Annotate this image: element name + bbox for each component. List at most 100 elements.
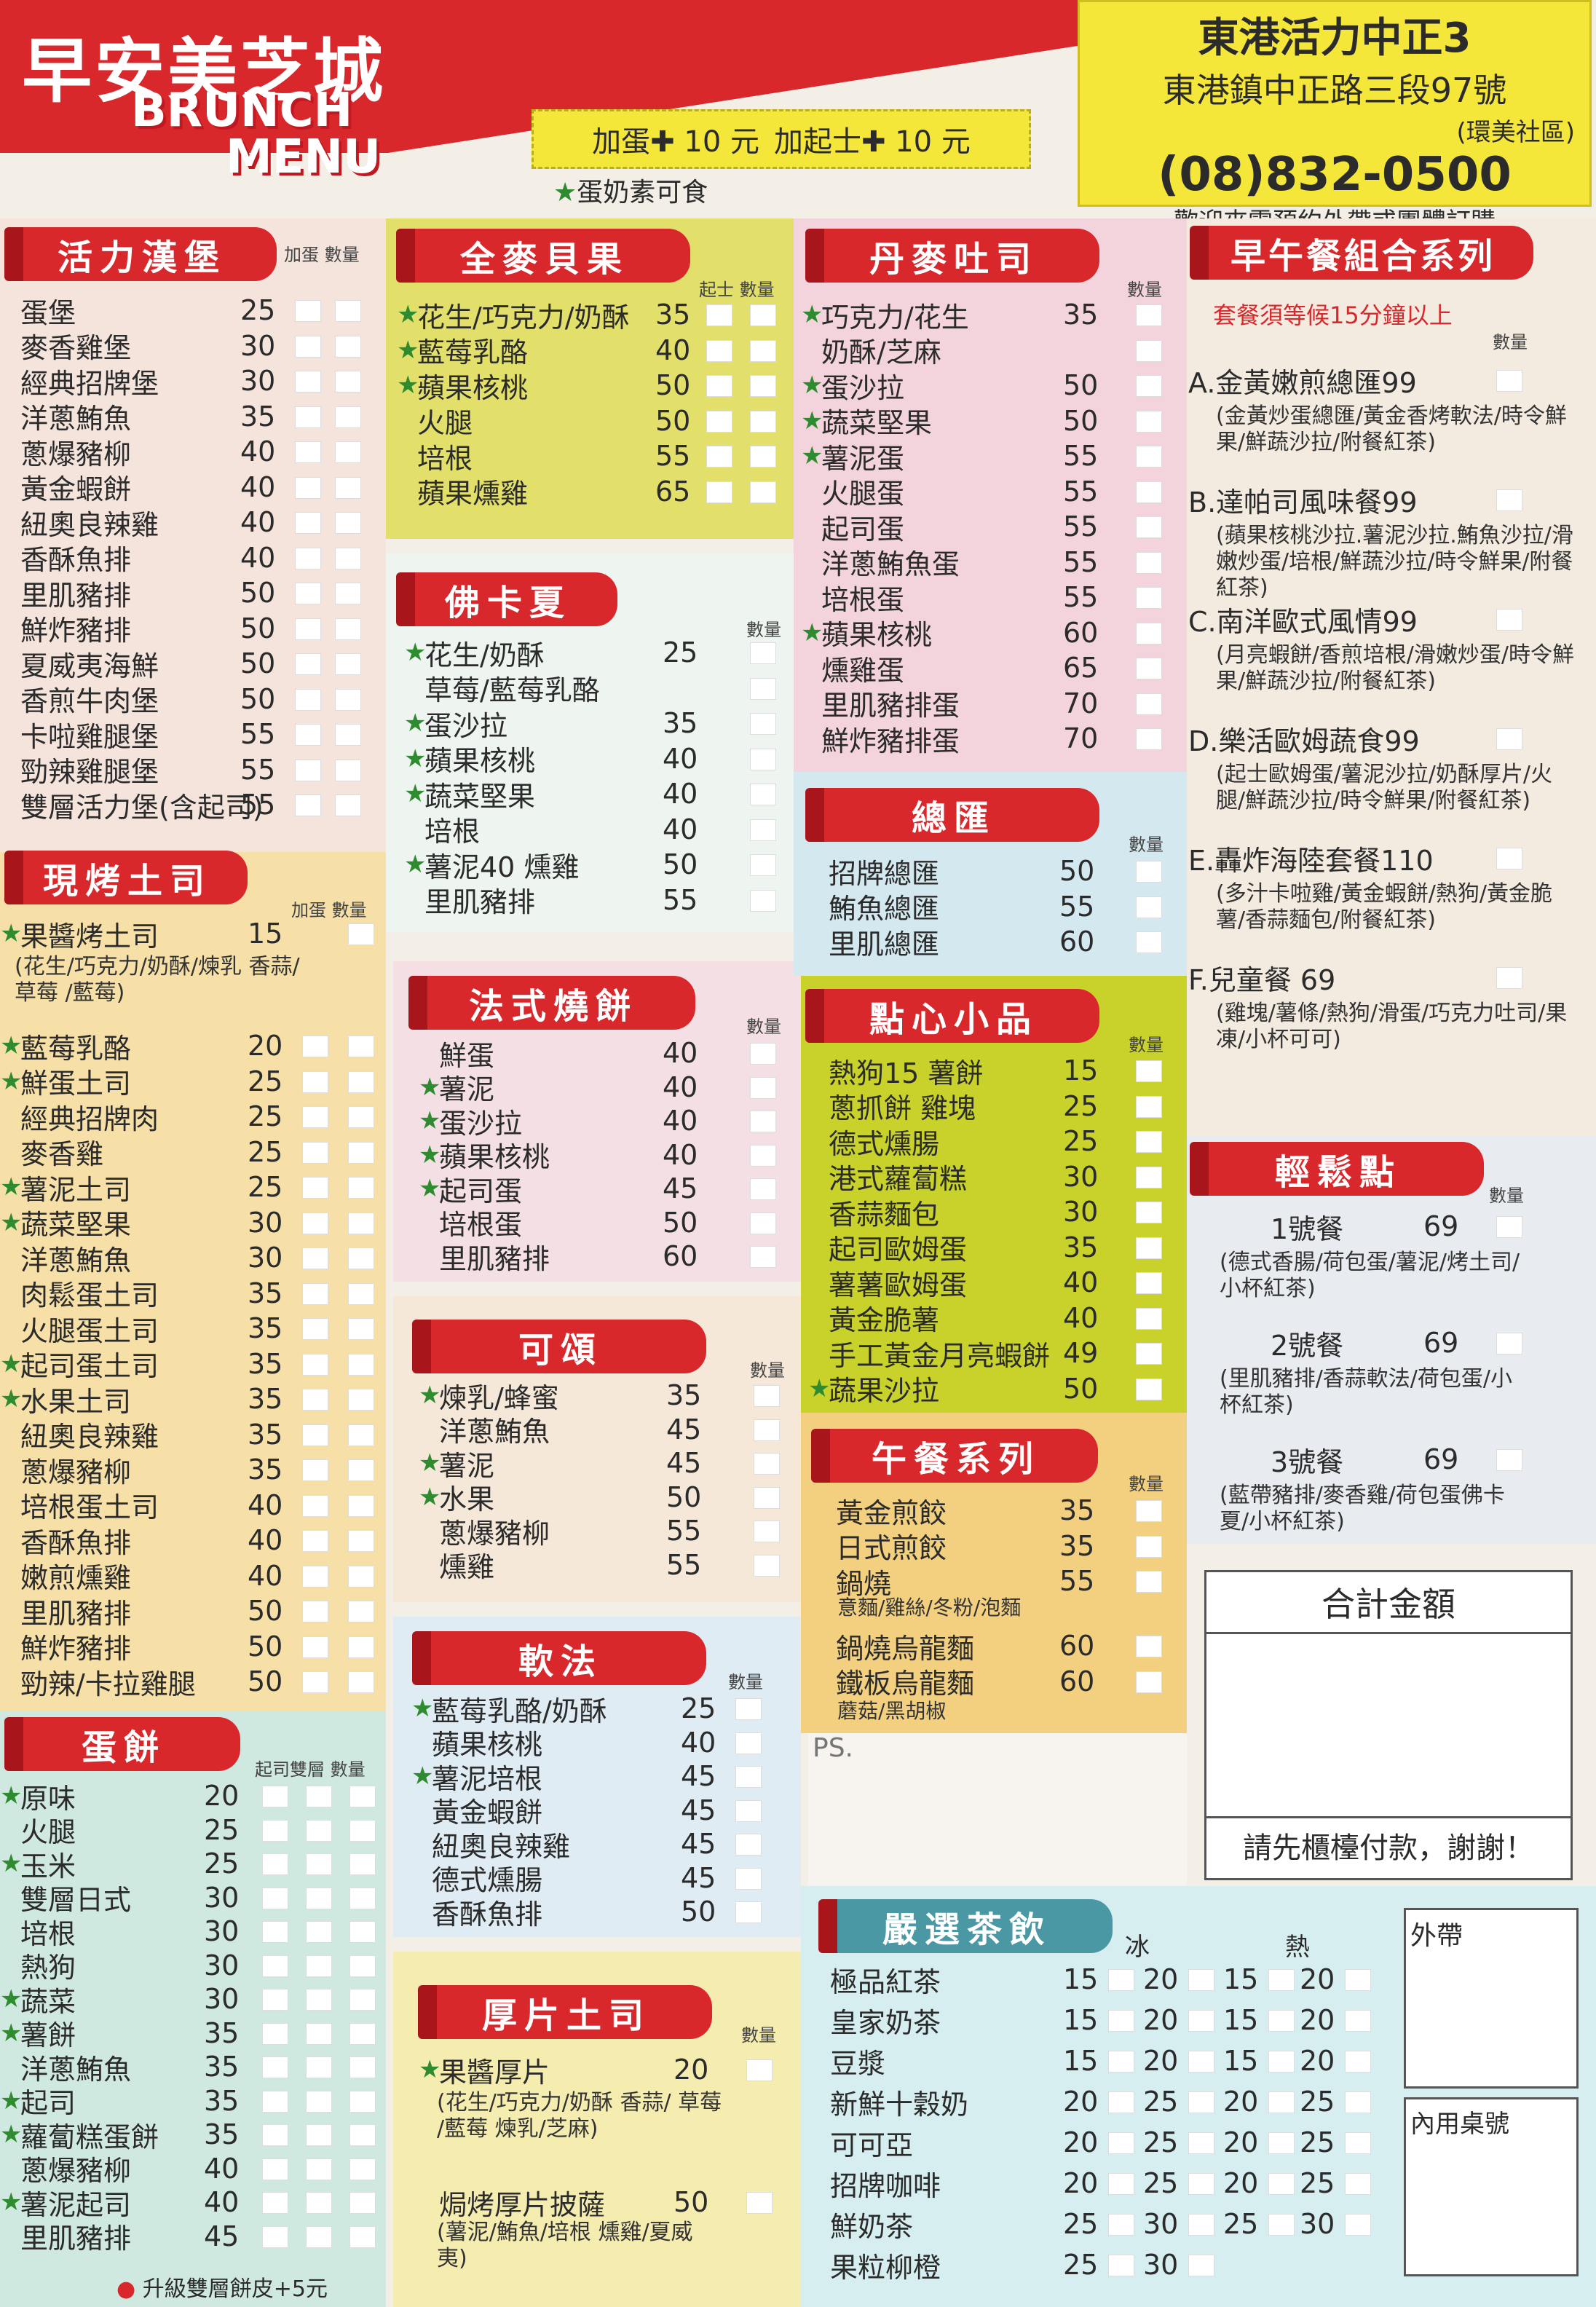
qty-checkbox[interactable] xyxy=(335,759,361,781)
qty-checkbox[interactable] xyxy=(735,1732,762,1754)
qty-checkbox[interactable] xyxy=(302,1424,328,1446)
qty-checkbox[interactable] xyxy=(1268,2173,1295,2195)
qty-checkbox[interactable] xyxy=(706,410,732,433)
qty-checkbox[interactable] xyxy=(262,2225,288,2248)
qty-checkbox[interactable] xyxy=(754,1486,780,1509)
qty-checkbox[interactable] xyxy=(349,1989,376,2011)
qty-checkbox[interactable] xyxy=(295,512,321,534)
total-amount-field[interactable] xyxy=(1206,1634,1571,1816)
qty-checkbox[interactable] xyxy=(706,446,732,468)
qty-checkbox[interactable] xyxy=(1136,375,1162,397)
qty-checkbox[interactable] xyxy=(735,1766,762,1788)
qty-checkbox[interactable] xyxy=(750,1076,776,1099)
qty-checkbox[interactable] xyxy=(348,1036,374,1057)
qty-checkbox[interactable] xyxy=(1136,481,1162,503)
qty-checkbox[interactable] xyxy=(750,784,776,805)
qty-checkbox[interactable] xyxy=(1136,1571,1162,1593)
qty-checkbox[interactable] xyxy=(302,1601,328,1622)
qty-checkbox[interactable] xyxy=(306,1853,332,1875)
qty-checkbox[interactable] xyxy=(295,371,321,393)
ps-field[interactable] xyxy=(808,1733,1187,1886)
qty-checkbox[interactable] xyxy=(306,1819,332,1842)
qty-checkbox[interactable] xyxy=(754,1385,780,1407)
qty-checkbox[interactable] xyxy=(750,1178,776,1200)
qty-checkbox[interactable] xyxy=(348,1070,374,1093)
qty-checkbox[interactable] xyxy=(1108,2091,1134,2113)
qty-checkbox[interactable] xyxy=(302,1282,328,1305)
qty-checkbox[interactable] xyxy=(262,1989,288,2011)
qty-checkbox[interactable] xyxy=(750,481,776,503)
qty-checkbox[interactable] xyxy=(750,748,776,770)
qty-checkbox[interactable] xyxy=(335,653,361,675)
qty-checkbox[interactable] xyxy=(306,2056,332,2078)
qty-checkbox[interactable] xyxy=(306,2192,332,2214)
qty-checkbox[interactable] xyxy=(306,2090,332,2113)
qty-checkbox[interactable] xyxy=(706,481,732,503)
qty-checkbox[interactable] xyxy=(746,2192,773,2214)
qty-checkbox[interactable] xyxy=(1136,896,1162,918)
qty-checkbox[interactable] xyxy=(1136,861,1162,883)
qty-checkbox[interactable] xyxy=(1136,658,1162,679)
qty-checkbox[interactable] xyxy=(1496,1216,1522,1238)
qty-checkbox[interactable] xyxy=(1136,304,1162,326)
qty-checkbox[interactable] xyxy=(1496,848,1522,869)
qty-checkbox[interactable] xyxy=(348,1177,374,1199)
qty-checkbox[interactable] xyxy=(335,512,361,534)
qty-checkbox[interactable] xyxy=(1345,2173,1371,2195)
qty-checkbox[interactable] xyxy=(262,1921,288,1943)
qty-checkbox[interactable] xyxy=(750,642,776,664)
qty-checkbox[interactable] xyxy=(335,371,361,393)
qty-checkbox[interactable] xyxy=(262,2124,288,2146)
qty-checkbox[interactable] xyxy=(349,1955,376,1977)
takeout-box[interactable]: 外帶 xyxy=(1404,1908,1579,2089)
qty-checkbox[interactable] xyxy=(302,1353,328,1376)
qty-checkbox[interactable] xyxy=(306,2225,332,2248)
qty-checkbox[interactable] xyxy=(295,653,321,675)
qty-checkbox[interactable] xyxy=(302,1530,328,1552)
qty-checkbox[interactable] xyxy=(306,1955,332,1977)
qty-checkbox[interactable] xyxy=(1136,1060,1162,1082)
qty-checkbox[interactable] xyxy=(335,441,361,463)
qty-checkbox[interactable] xyxy=(335,583,361,604)
qty-checkbox[interactable] xyxy=(348,1353,374,1376)
qty-checkbox[interactable] xyxy=(1345,2214,1371,2236)
qty-checkbox[interactable] xyxy=(1136,1500,1162,1522)
qty-checkbox[interactable] xyxy=(335,724,361,746)
qty-checkbox[interactable] xyxy=(1268,1969,1295,1991)
qty-checkbox[interactable] xyxy=(1108,2132,1134,2154)
dine-in-box[interactable]: 內用桌號 xyxy=(1404,2097,1579,2276)
qty-checkbox[interactable] xyxy=(295,300,321,322)
qty-checkbox[interactable] xyxy=(302,1636,328,1658)
qty-checkbox[interactable] xyxy=(1136,1307,1162,1330)
qty-checkbox[interactable] xyxy=(1345,2051,1371,2073)
qty-checkbox[interactable] xyxy=(349,2022,376,2045)
qty-checkbox[interactable] xyxy=(750,1144,776,1167)
qty-checkbox[interactable] xyxy=(754,1554,780,1577)
qty-checkbox[interactable] xyxy=(302,1212,328,1234)
qty-checkbox[interactable] xyxy=(306,2022,332,2045)
qty-checkbox[interactable] xyxy=(1496,967,1522,989)
qty-checkbox[interactable] xyxy=(306,2158,332,2180)
qty-checkbox[interactable] xyxy=(306,1921,332,1943)
qty-checkbox[interactable] xyxy=(1136,1202,1162,1223)
qty-checkbox[interactable] xyxy=(750,375,776,397)
qty-checkbox[interactable] xyxy=(735,1698,762,1720)
qty-checkbox[interactable] xyxy=(1136,446,1162,468)
qty-checkbox[interactable] xyxy=(1188,2255,1214,2276)
qty-checkbox[interactable] xyxy=(1496,609,1522,631)
qty-checkbox[interactable] xyxy=(348,1671,374,1693)
qty-checkbox[interactable] xyxy=(750,1043,776,1065)
qty-checkbox[interactable] xyxy=(295,476,321,499)
qty-checkbox[interactable] xyxy=(302,1247,328,1269)
qty-checkbox[interactable] xyxy=(302,1070,328,1093)
qty-checkbox[interactable] xyxy=(295,688,321,711)
qty-checkbox[interactable] xyxy=(1345,2132,1371,2154)
qty-checkbox[interactable] xyxy=(335,794,361,816)
qty-checkbox[interactable] xyxy=(1136,693,1162,715)
qty-checkbox[interactable] xyxy=(735,1834,762,1856)
qty-checkbox[interactable] xyxy=(302,1389,328,1411)
qty-checkbox[interactable] xyxy=(306,1887,332,1909)
qty-checkbox[interactable] xyxy=(348,1318,374,1340)
qty-checkbox[interactable] xyxy=(302,1318,328,1340)
qty-checkbox[interactable] xyxy=(349,2056,376,2078)
